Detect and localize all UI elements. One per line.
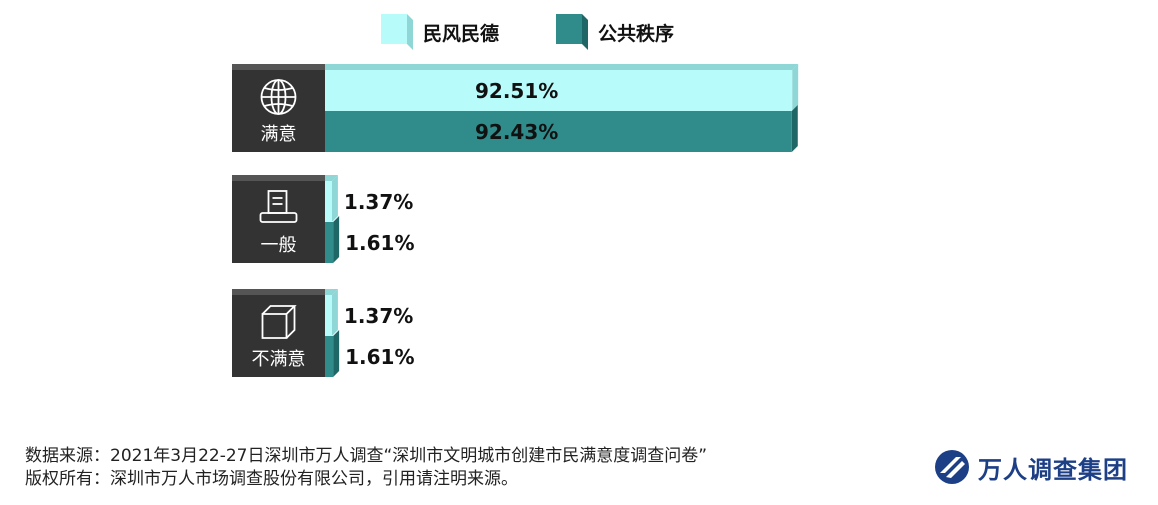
bar-top-face (325, 289, 338, 295)
data-source-text: 数据来源：2021年3月22-27日深圳市万人调查“深圳市文明城市创建市民满意度… (25, 446, 708, 466)
value-label: 1.37% (343, 189, 414, 214)
legend-swatch-series-1 (381, 14, 413, 50)
legend-item-series-2: 公共秩序 (556, 14, 674, 50)
value-label: 1.37% (343, 303, 414, 328)
legend-swatch-series-2 (556, 14, 588, 50)
category-box-top (232, 175, 325, 181)
value-label: 92.51% (475, 78, 559, 103)
bar-top-face (325, 175, 338, 181)
footer: 数据来源：2021年3月22-27日深圳市万人调查“深圳市文明城市创建市民满意度… (25, 445, 707, 491)
bar-2-3 (325, 336, 334, 377)
value-label: 1.61% (345, 230, 415, 255)
bar-1-1 (325, 70, 793, 111)
bar-1-2 (325, 181, 332, 222)
bar-side-face (333, 216, 340, 263)
category-box (232, 295, 325, 377)
bar-side-face (331, 289, 338, 336)
printer-icon (259, 190, 298, 223)
category-label: 满意 (260, 124, 297, 145)
value-label: 1.61% (345, 344, 415, 369)
logo-text: 万人调查集团 (978, 455, 1128, 484)
category-label: 不满意 (251, 349, 306, 370)
logo-icon (935, 450, 969, 484)
value-label: 92.43% (475, 119, 559, 144)
cube-icon (261, 305, 297, 339)
bar-top-face (325, 64, 799, 70)
category-box-top (232, 64, 325, 70)
copyright-text: 版权所有：深圳市万人市场调查股份有限公司，引用请注明来源。 (25, 469, 518, 489)
bar-1-3 (325, 295, 332, 336)
globe-icon (260, 79, 297, 115)
bar-side-face (791, 105, 798, 152)
company-logo: 万人调查集团 (934, 449, 1128, 485)
bar-side-face (333, 330, 340, 377)
bar-side-face (792, 64, 799, 111)
bar-2-1 (325, 111, 792, 152)
category-label: 一般 (260, 235, 297, 256)
legend-item-series-1: 民风民德 (381, 14, 499, 50)
bar-2-2 (325, 222, 334, 263)
bar-side-face (331, 175, 338, 222)
legend-label-series-1: 民风民德 (423, 22, 500, 45)
category-box-top (232, 289, 325, 295)
legend-label-series-2: 公共秩序 (598, 22, 675, 45)
